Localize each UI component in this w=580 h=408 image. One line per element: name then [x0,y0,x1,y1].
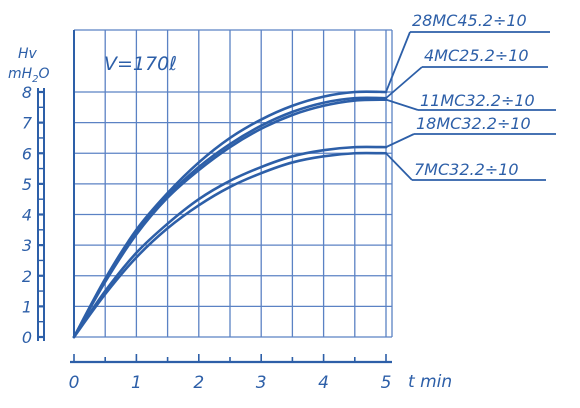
chart-text: V=170ℓ Hv mH2O t min [8,46,452,392]
legend-leader [385,152,413,181]
legend-leader [385,31,411,93]
y-tick-label: 7 [22,114,33,133]
y-tick-label: 3 [22,236,32,255]
y-tick-label: 2 [22,267,32,286]
series-line-5 [72,151,388,339]
legend-leader [385,133,415,148]
legend-label-4: 18MC32.2÷10 [416,114,531,133]
legend-leader [385,66,423,99]
x-tick-label: 4 [318,373,329,393]
tick-labels: 0 1 2 3 4 5 0 1 2 3 4 5 6 7 8 [22,83,392,393]
legend-label-1: 28MC45.2÷10 [412,11,527,30]
y-axis-label: Hv [18,46,38,62]
y-axis-unit: mH2O [8,66,50,85]
y-tick-label: 8 [22,83,32,102]
legend-leader-lines [385,31,556,181]
series-line-1 [72,90,388,339]
volume-annotation: V=170ℓ [104,53,177,75]
y-tick-label: 0 [22,328,32,347]
series-line-3 [72,98,388,339]
legend-label-2: 4MC25.2÷10 [424,46,529,65]
legend-label-5: 7MC32.2÷10 [414,160,519,179]
x-tick-label: 2 [193,373,204,393]
legend-labels: 28MC45.2÷10 4MC25.2÷10 11MC32.2÷10 18MC32.2… [412,11,535,179]
x-axis-label: t min [408,372,452,392]
series-line-4 [72,145,388,339]
y-tick-label: 6 [22,144,32,163]
axes [37,88,392,364]
legend-leader [385,98,419,111]
x-tick-label: 0 [69,373,80,393]
y-tick-label: 1 [22,297,32,316]
x-tick-label: 3 [256,373,267,393]
x-tick-label: 1 [131,373,142,393]
series-lines [72,90,388,339]
y-tick-label: 5 [22,175,32,194]
x-tick-label: 5 [381,373,392,393]
legend-label-3: 11MC32.2÷10 [420,91,535,110]
y-tick-label: 4 [22,206,32,225]
grid [73,29,393,338]
